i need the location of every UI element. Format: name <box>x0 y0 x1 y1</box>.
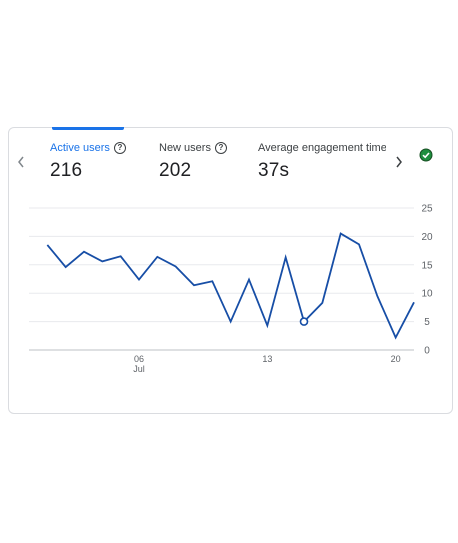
metrics-card: Active users ? 216 New users ? 202 Avera… <box>8 127 453 414</box>
x-tick-label: 13 <box>262 354 272 364</box>
metric-label: New users <box>159 142 211 154</box>
highlighted-data-point[interactable] <box>299 317 309 326</box>
x-tick-sublabel: Jul <box>133 364 145 374</box>
tab-average-engagement-time[interactable]: Average engagement time p 37s <box>258 142 386 182</box>
data-point[interactable] <box>394 336 398 340</box>
data-point[interactable] <box>247 278 251 282</box>
y-tick-label: 25 <box>421 204 433 215</box>
data-point[interactable] <box>375 294 379 298</box>
data-point[interactable] <box>357 242 361 246</box>
data-point[interactable] <box>339 232 343 236</box>
data-point[interactable] <box>174 265 178 269</box>
data-point[interactable] <box>82 250 86 254</box>
metric-label: Active users <box>50 142 110 154</box>
data-point[interactable] <box>229 320 233 324</box>
data-point[interactable] <box>192 283 196 287</box>
metric-value: 202 <box>159 160 192 181</box>
data-point[interactable] <box>137 278 141 282</box>
active-tab-indicator <box>52 127 124 130</box>
data-point[interactable] <box>265 324 269 328</box>
check-circle-icon <box>419 148 433 162</box>
series-line-active-users <box>46 232 415 340</box>
y-tick-label: 20 <box>421 232 433 243</box>
data-point[interactable] <box>64 265 68 269</box>
data-point[interactable] <box>284 255 288 259</box>
metric-value: 37s <box>258 160 290 181</box>
data-point[interactable] <box>45 243 49 247</box>
y-tick-label: 10 <box>421 289 433 300</box>
data-point[interactable] <box>412 300 416 304</box>
tab-new-users[interactable]: New users ? 202 <box>159 142 227 182</box>
question-mark-circle-icon[interactable]: ? <box>214 142 227 154</box>
data-point[interactable] <box>100 259 104 263</box>
data-point[interactable] <box>210 279 214 283</box>
chevron-right-icon[interactable] <box>391 155 407 175</box>
chevron-left-icon[interactable] <box>13 155 29 175</box>
x-tick-label: 20 <box>391 354 401 364</box>
data-point[interactable] <box>119 254 123 258</box>
y-tick-label: 0 <box>424 346 430 357</box>
y-tick-label: 5 <box>424 317 430 328</box>
y-tick-label: 15 <box>421 260 433 271</box>
question-mark-circle-icon[interactable]: ? <box>113 142 126 154</box>
data-point[interactable] <box>320 301 324 305</box>
data-point[interactable] <box>155 255 159 259</box>
tab-active-users[interactable]: Active users ? 216 <box>50 142 126 182</box>
metric-value: 216 <box>50 160 83 181</box>
x-tick-label: 06 <box>134 354 144 364</box>
metric-label: Average engagement time p <box>258 142 386 154</box>
